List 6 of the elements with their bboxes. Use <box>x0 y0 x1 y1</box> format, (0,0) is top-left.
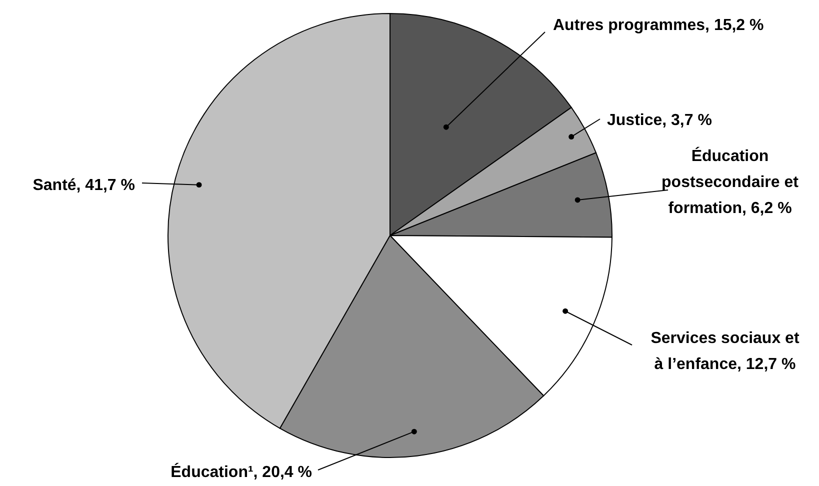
slice-label: Éducation postsecondaire et formation, 6,2 % <box>662 146 800 217</box>
slice-label: Autres programmes, 15,2 % <box>553 17 764 34</box>
slice-label: Santé, 41,7 % <box>32 177 135 194</box>
slice-label: Services sociaux et à l’enfance, 12,7 % <box>650 330 800 373</box>
slice-label: Justice, 3,7 % <box>607 112 712 129</box>
slice-label: Éducation¹, 20,4 % <box>170 462 312 481</box>
